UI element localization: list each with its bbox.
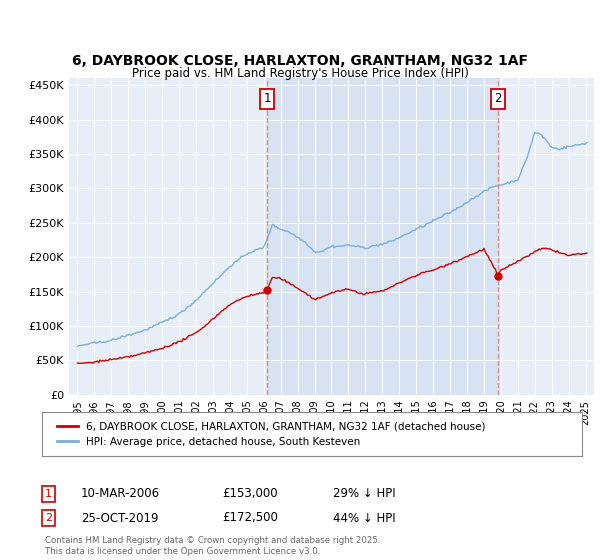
- Text: 2: 2: [45, 513, 52, 523]
- Text: 1: 1: [263, 92, 271, 105]
- Text: 25-OCT-2019: 25-OCT-2019: [81, 511, 158, 525]
- Text: 29% ↓ HPI: 29% ↓ HPI: [333, 487, 395, 501]
- Text: 10-MAR-2006: 10-MAR-2006: [81, 487, 160, 501]
- Text: Price paid vs. HM Land Registry's House Price Index (HPI): Price paid vs. HM Land Registry's House …: [131, 67, 469, 80]
- Text: 2: 2: [494, 92, 502, 105]
- Text: £172,500: £172,500: [222, 511, 278, 525]
- Text: 44% ↓ HPI: 44% ↓ HPI: [333, 511, 395, 525]
- Text: Contains HM Land Registry data © Crown copyright and database right 2025.
This d: Contains HM Land Registry data © Crown c…: [45, 536, 380, 556]
- Legend: 6, DAYBROOK CLOSE, HARLAXTON, GRANTHAM, NG32 1AF (detached house), HPI: Average : 6, DAYBROOK CLOSE, HARLAXTON, GRANTHAM, …: [53, 417, 490, 451]
- Text: £153,000: £153,000: [222, 487, 278, 501]
- Text: 6, DAYBROOK CLOSE, HARLAXTON, GRANTHAM, NG32 1AF: 6, DAYBROOK CLOSE, HARLAXTON, GRANTHAM, …: [72, 54, 528, 68]
- Text: 1: 1: [45, 489, 52, 499]
- Bar: [267, 78, 498, 395]
